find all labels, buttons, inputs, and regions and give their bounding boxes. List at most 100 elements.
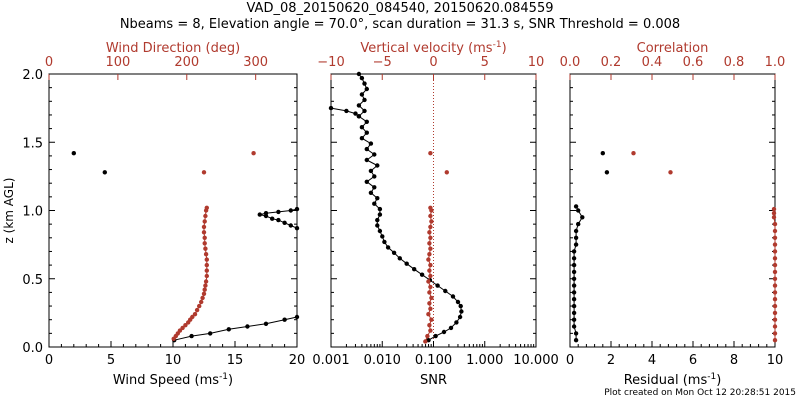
data-point [356, 103, 362, 108]
data-point [372, 174, 377, 179]
data-point [571, 249, 577, 254]
data-point [356, 114, 362, 119]
data-point [772, 303, 778, 309]
data-point [202, 235, 207, 240]
data-point [428, 262, 433, 268]
x-tick-label: 20 [289, 353, 306, 368]
data-point [190, 314, 195, 320]
data-point [397, 256, 402, 261]
data-point [772, 242, 778, 247]
x-tick-label: 15 [227, 353, 244, 368]
series-primary-1 [600, 151, 610, 175]
plot-frame [48, 73, 298, 348]
data-point [368, 190, 374, 195]
series-secondary-4 [201, 151, 256, 175]
data-point [177, 328, 183, 333]
data-point [772, 269, 778, 275]
data-point [428, 273, 433, 279]
x-axis-label: Residual (ms-1) [624, 372, 722, 388]
data-point [571, 297, 577, 302]
data-point [458, 303, 463, 309]
data-point [362, 108, 367, 114]
data-point [427, 241, 432, 246]
top-tick-label: 1.0 [765, 55, 786, 70]
data-point [257, 212, 262, 217]
top-tick-label: 0.0 [560, 55, 581, 70]
top-tick-label: 5 [481, 55, 489, 70]
data-point [427, 252, 432, 257]
data-point [772, 338, 778, 343]
data-point [426, 312, 431, 317]
data-point [772, 290, 778, 295]
top-tick-label: 0.8 [724, 55, 745, 70]
data-point [377, 206, 383, 212]
plot-created-note: Plot created on Mon Oct 12 20:28:51 2015 [604, 388, 796, 398]
data-point [359, 136, 365, 141]
x-tick-label: 0.100 [415, 353, 452, 368]
data-point [328, 105, 334, 111]
data-point [454, 320, 459, 325]
data-point [772, 235, 778, 240]
data-point [573, 338, 579, 343]
data-point [375, 217, 380, 223]
data-point [771, 215, 777, 220]
data-point [427, 323, 432, 328]
data-point [294, 226, 300, 231]
series-primary-1 [328, 105, 362, 119]
top-tick-label: −5 [373, 55, 392, 70]
data-point [429, 295, 434, 301]
chart-panel-wind: 0 5 10 15 20 Wind Speed (ms-1) 0 100 200 300Wind … [2, 41, 305, 388]
data-point [435, 283, 440, 288]
top-tick-label: 100 [105, 55, 130, 70]
top-axis-label: Vertical velocity (ms-1) [360, 40, 506, 56]
data-point [199, 299, 204, 305]
data-point [102, 170, 108, 175]
data-point [772, 276, 778, 281]
series-line [174, 316, 298, 341]
data-point [576, 208, 581, 213]
data-point [263, 211, 269, 216]
top-tick-label: 300 [243, 55, 268, 70]
data-point [428, 224, 433, 230]
data-point [385, 245, 391, 250]
data-point [359, 92, 365, 97]
data-point [772, 310, 778, 316]
data-point [772, 228, 778, 234]
data-point [771, 211, 777, 216]
chart-panel-vertical-velocity: 0.001 0.010 0.100 1.000 10.000 SNR −10 −5 0 5 10 Ve… [312, 40, 558, 388]
data-point [344, 108, 349, 114]
data-point [600, 151, 605, 156]
data-point [380, 234, 385, 239]
series-line [358, 73, 462, 341]
data-point [428, 306, 433, 311]
data-point [204, 205, 209, 210]
data-point [426, 279, 431, 284]
data-point [282, 317, 287, 322]
data-point [202, 241, 207, 246]
data-point [203, 213, 208, 219]
data-point [375, 196, 380, 201]
data-point [364, 157, 369, 163]
data-point [571, 303, 577, 309]
data-point [180, 325, 185, 331]
data-point [71, 151, 77, 156]
data-point [771, 206, 777, 212]
data-point [353, 111, 358, 116]
data-point [204, 268, 209, 273]
y-tick-label: 1.5 [22, 136, 43, 151]
data-point [428, 246, 433, 251]
data-point [604, 170, 610, 175]
data-point [276, 209, 281, 215]
data-point [375, 223, 380, 228]
data-point [571, 256, 577, 261]
data-point [457, 314, 463, 320]
data-point [404, 261, 409, 266]
data-point [443, 288, 448, 294]
data-point [573, 235, 579, 240]
data-point [203, 252, 209, 257]
data-point [226, 327, 231, 332]
data-point [192, 312, 198, 317]
data-point [450, 294, 456, 299]
data-point [772, 297, 778, 302]
